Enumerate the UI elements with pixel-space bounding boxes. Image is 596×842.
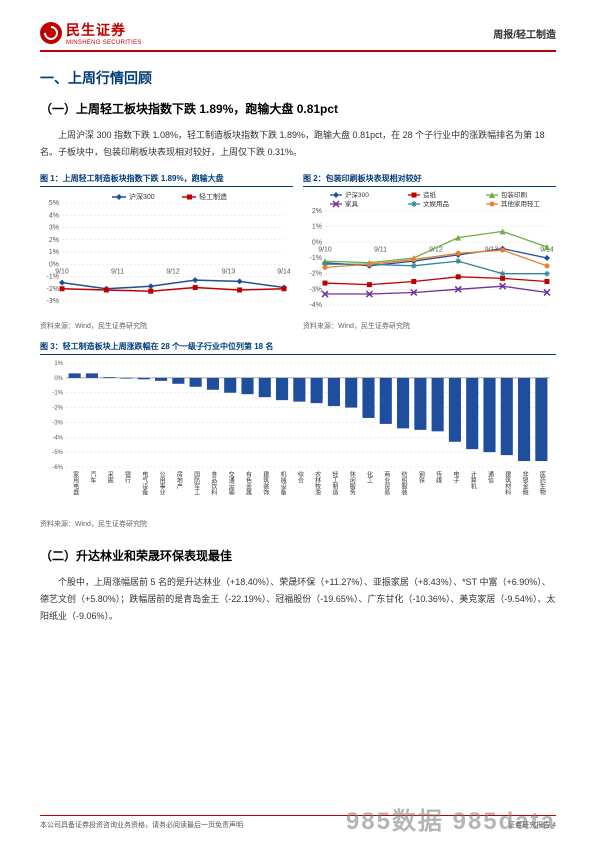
svg-text:轻工制造: 轻工制造: [199, 192, 227, 201]
svg-text:房地产: 房地产: [175, 470, 182, 490]
logo-text-en: MINSHENG SECURITIES: [66, 40, 142, 46]
svg-text:-4%: -4%: [52, 435, 63, 441]
section-heading-1: 一、上周行情回顾: [40, 68, 556, 88]
svg-text:4%: 4%: [49, 212, 59, 219]
svg-text:食品饮料: 食品饮料: [210, 470, 217, 496]
svg-text:2%: 2%: [49, 237, 59, 244]
header-category: 周报/轻工制造: [493, 26, 556, 41]
svg-text:-1%: -1%: [52, 391, 63, 397]
chart1-title: 图 1：上周轻工制造板块指数下跌 1.89%，跑输大盘: [40, 173, 293, 187]
svg-text:化工: 化工: [366, 470, 373, 483]
svg-text:-3%: -3%: [52, 421, 63, 427]
subsection-heading-2: （二）升达林业和荣晟环保表现最佳: [40, 547, 556, 564]
svg-text:家用电器: 家用电器: [72, 470, 79, 496]
svg-text:轻工制造: 轻工制造: [331, 470, 338, 496]
svg-text:建筑材料: 建筑材料: [504, 470, 511, 496]
svg-text:建筑装饰: 建筑装饰: [262, 470, 269, 496]
svg-text:交通运输: 交通运输: [227, 470, 234, 496]
svg-text:-6%: -6%: [52, 465, 63, 471]
svg-text:电气设备: 电气设备: [141, 470, 148, 496]
svg-text:0%: 0%: [54, 376, 63, 382]
svg-text:9/13: 9/13: [222, 268, 236, 275]
svg-text:-2%: -2%: [47, 286, 59, 293]
svg-text:-5%: -5%: [52, 450, 63, 456]
svg-text:9/10: 9/10: [55, 268, 69, 275]
svg-text:钢铁: 钢铁: [417, 470, 424, 484]
svg-text:9/10: 9/10: [318, 247, 332, 254]
company-logo-icon: [40, 22, 62, 44]
svg-text:1%: 1%: [49, 249, 59, 256]
svg-text:-2%: -2%: [52, 406, 63, 412]
svg-text:5%: 5%: [49, 200, 59, 207]
svg-text:2%: 2%: [312, 208, 322, 215]
svg-text:-4%: -4%: [310, 302, 322, 309]
svg-text:9/11: 9/11: [111, 268, 124, 275]
chart2-title: 图 2：包装印刷板块表现相对较好: [303, 173, 556, 187]
watermark: 985数据 985data: [346, 801, 556, 836]
chart3-source: 资料来源：Wind，民生证券研究院: [40, 519, 556, 529]
paragraph-2: 个股中，上周涨幅居前 5 名的是升达林业（+18.40%）、荣晟环保（+11.2…: [40, 574, 556, 625]
svg-text:造纸: 造纸: [423, 190, 437, 199]
svg-text:农林牧渔: 农林牧渔: [314, 470, 321, 496]
svg-text:机械设备: 机械设备: [279, 470, 286, 496]
svg-text:综合: 综合: [296, 470, 303, 484]
svg-text:1%: 1%: [54, 361, 63, 367]
svg-text:文娱用品: 文娱用品: [423, 199, 449, 208]
svg-text:有色金属: 有色金属: [245, 470, 252, 496]
svg-text:-2%: -2%: [310, 271, 322, 278]
svg-text:传媒: 传媒: [435, 470, 442, 484]
svg-text:公用事业: 公用事业: [158, 471, 165, 495]
svg-text:汽车: 汽车: [89, 470, 96, 484]
svg-text:国防军工: 国防军工: [193, 471, 200, 495]
svg-text:-3%: -3%: [47, 298, 59, 305]
svg-text:9/11: 9/11: [374, 247, 387, 254]
svg-text:0%: 0%: [49, 261, 59, 268]
logo-text-cn: 民生证券: [66, 20, 142, 40]
chart3-title: 图 3：轻工制造板块上周涨跌幅在 28 个一级子行业中位列第 18 名: [40, 341, 556, 355]
footer-left: 本公司具备证券投资咨询业务资格，请务必阅读最后一页免责声明: [40, 820, 243, 830]
chart2: -4%-3%-2%-1%0%1%2%9/109/119/129/139/14沪深…: [303, 189, 553, 319]
svg-text:采掘: 采掘: [106, 470, 113, 484]
svg-text:非银金融: 非银金融: [521, 470, 528, 496]
svg-text:通信: 通信: [487, 470, 494, 484]
svg-text:医药生物: 医药生物: [538, 471, 545, 496]
svg-text:0%: 0%: [312, 240, 322, 247]
svg-text:计算机: 计算机: [469, 470, 476, 490]
svg-text:沪深300: 沪深300: [129, 192, 155, 201]
svg-text:纺织服装: 纺织服装: [400, 470, 407, 496]
svg-text:9/12: 9/12: [166, 268, 180, 275]
svg-text:银行: 银行: [124, 470, 131, 484]
chart2-source: 资料来源：Wind，民生证券研究院: [303, 321, 556, 331]
logo: 民生证券 MINSHENG SECURITIES: [40, 20, 142, 46]
chart1-source: 资料来源：Wind，民生证券研究院: [40, 321, 293, 331]
svg-text:-3%: -3%: [310, 287, 322, 294]
svg-text:1%: 1%: [312, 224, 322, 231]
chart3: -6% -5% -4% -3% -2% -1% 0% 1% 家用电器 汽车采掘银行 电气设备 公用事业…: [40, 357, 556, 517]
svg-text:商业贸易: 商业贸易: [383, 470, 390, 496]
svg-text:3%: 3%: [49, 225, 59, 232]
subsection-heading-1: （一）上周轻工板块指数下跌 1.89%，跑输大盘 0.81pct: [40, 100, 556, 117]
svg-text:沪深300: 沪深300: [345, 190, 369, 199]
svg-text:9/14: 9/14: [277, 268, 290, 275]
page-header: 民生证券 MINSHENG SECURITIES 周报/轻工制造: [40, 20, 556, 52]
svg-text:包装印刷: 包装印刷: [501, 190, 527, 199]
chart1: -3%-2%-1%0%1%2%3%4%5%9/109/119/129/139/1…: [40, 189, 290, 319]
paragraph-1: 上周沪深 300 指数下跌 1.08%，轻工制造板块指数下跌 1.89%，跑输大…: [40, 127, 556, 161]
svg-text:其他家用轻工: 其他家用轻工: [501, 199, 541, 208]
svg-text:-1%: -1%: [310, 255, 322, 262]
svg-text:电子: 电子: [452, 470, 459, 483]
svg-text:家具: 家具: [345, 199, 359, 208]
svg-text:休闲服务: 休闲服务: [348, 470, 355, 496]
